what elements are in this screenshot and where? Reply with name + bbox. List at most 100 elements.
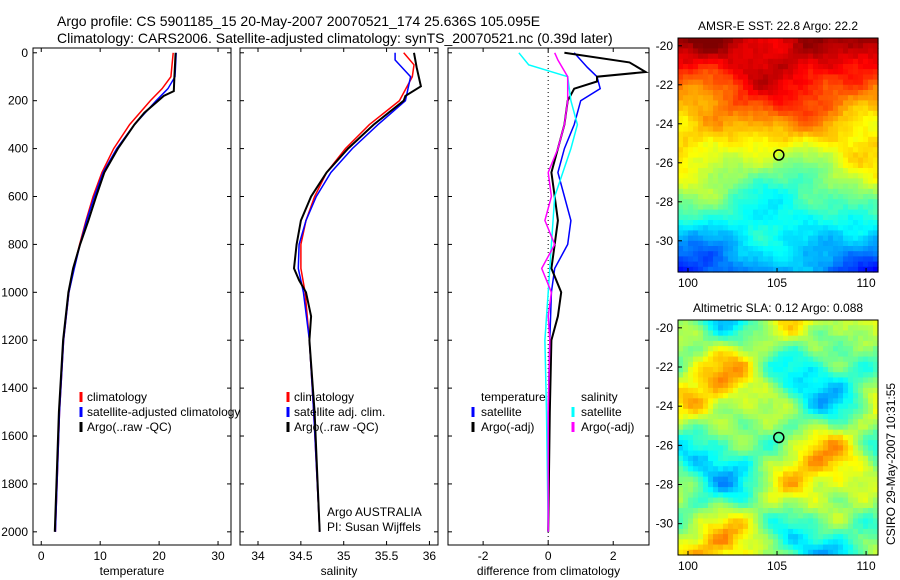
map-cell	[838, 382, 844, 389]
map-cell	[718, 466, 724, 473]
map-cell	[743, 429, 749, 436]
map-cell	[863, 152, 869, 159]
map-cell	[833, 534, 839, 540]
map-cell	[693, 387, 699, 394]
map-cell	[858, 147, 864, 153]
map-cell	[748, 450, 754, 457]
map-cell	[808, 481, 814, 488]
map-cell	[833, 455, 839, 462]
map-cell	[678, 142, 684, 148]
map-cell	[848, 48, 854, 55]
map-cell	[743, 523, 749, 530]
map-cell	[833, 361, 839, 368]
map-cell	[723, 340, 729, 347]
map-cell	[773, 131, 779, 138]
map-cell	[818, 116, 824, 122]
map-cell	[753, 230, 759, 237]
map-cell	[718, 367, 724, 373]
map-cell	[863, 58, 869, 65]
map-cell	[783, 266, 789, 273]
map-cell	[818, 100, 824, 107]
map-cell	[853, 424, 859, 431]
map-cell	[763, 455, 769, 462]
map-cell	[843, 110, 849, 117]
map-cell	[843, 325, 849, 332]
map-cell	[738, 251, 744, 257]
map-cell	[798, 419, 804, 426]
map-cell	[793, 414, 799, 420]
map-cell	[858, 466, 864, 473]
map-cell	[813, 64, 819, 70]
map-cell	[863, 340, 869, 347]
map-cell	[728, 157, 734, 164]
map-cell	[868, 424, 874, 431]
map-cell	[748, 152, 754, 159]
map-cell	[723, 320, 729, 326]
map-cell	[723, 497, 729, 504]
map-cell	[763, 398, 769, 405]
map-cell	[808, 419, 814, 426]
map-cell	[818, 325, 824, 332]
map-cell	[813, 455, 819, 462]
map-cell	[723, 403, 729, 410]
map-cell	[858, 136, 864, 143]
map-cell	[793, 142, 799, 148]
map-cell	[743, 188, 749, 195]
map-cell	[818, 220, 824, 226]
map-cell	[763, 38, 769, 44]
map-cell	[713, 43, 719, 49]
map-cell	[703, 58, 709, 65]
map-cell	[838, 168, 844, 174]
map-cell	[718, 58, 724, 65]
map-cell	[768, 320, 774, 326]
map-cell	[788, 48, 794, 55]
map-cell	[773, 351, 779, 358]
map-cell	[768, 121, 774, 127]
map-cell	[723, 173, 729, 179]
map-cell	[728, 320, 734, 326]
map-cell	[793, 194, 799, 200]
map-cell	[838, 445, 844, 452]
map-cell	[733, 162, 739, 169]
map-cell	[738, 403, 744, 410]
map-cell	[813, 528, 819, 535]
map-cell	[708, 408, 714, 415]
map-cell	[853, 246, 859, 252]
map-cell	[683, 335, 689, 342]
map-cell	[818, 419, 824, 426]
map-cell	[703, 367, 709, 373]
map-cell	[723, 53, 729, 60]
map-cell	[738, 157, 744, 164]
map-cell	[793, 372, 799, 379]
map-cell	[873, 320, 879, 326]
map-cell	[698, 168, 704, 174]
map-cell	[678, 398, 684, 405]
map-cell	[808, 487, 814, 493]
map-cell	[693, 398, 699, 405]
map-cell	[698, 523, 704, 530]
map-cell	[868, 481, 874, 488]
map-cell	[863, 48, 869, 55]
map-cell	[733, 74, 739, 81]
map-cell	[678, 356, 684, 363]
map-cell	[818, 335, 824, 342]
map-cell	[698, 95, 704, 101]
x-tick-label: 10	[93, 549, 107, 563]
map-cell	[853, 351, 859, 358]
map-cell	[723, 131, 729, 138]
map-cell	[728, 95, 734, 101]
map-cell	[853, 204, 859, 211]
map-cell	[738, 220, 744, 226]
map-cell	[838, 183, 844, 190]
map-cell	[693, 188, 699, 195]
map-cell	[788, 142, 794, 148]
map-cell	[778, 518, 784, 525]
map-cell	[683, 518, 689, 525]
map-cell	[728, 168, 734, 174]
map-cell	[743, 38, 749, 44]
map-cell	[833, 142, 839, 148]
map-cell	[773, 466, 779, 473]
map-cell	[843, 64, 849, 70]
map-cell	[743, 64, 749, 70]
map-cell	[768, 183, 774, 190]
